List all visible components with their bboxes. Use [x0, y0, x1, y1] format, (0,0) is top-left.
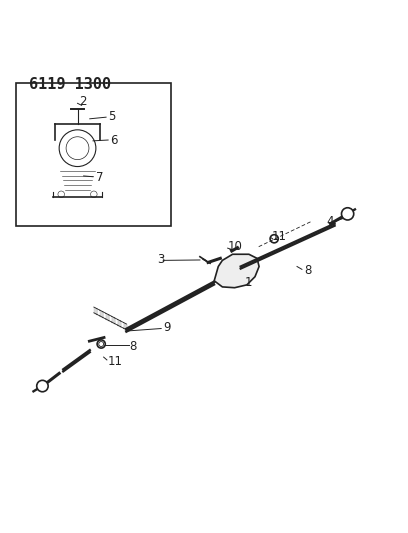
Text: 6: 6	[110, 134, 118, 147]
Circle shape	[341, 208, 354, 220]
Text: 8: 8	[304, 264, 311, 277]
Text: 3: 3	[157, 253, 164, 265]
Circle shape	[37, 381, 48, 392]
Text: 2: 2	[80, 95, 87, 108]
Text: 5: 5	[108, 110, 115, 123]
Text: 9: 9	[163, 321, 171, 334]
Text: 11: 11	[271, 230, 286, 243]
Text: 10: 10	[228, 240, 242, 253]
Text: 11: 11	[108, 354, 123, 368]
Bar	[16, 83, 171, 225]
Text: 7: 7	[96, 171, 103, 184]
Text: 6119 1300: 6119 1300	[29, 77, 111, 92]
Text: 4: 4	[326, 215, 334, 228]
Text: 1: 1	[245, 276, 252, 289]
Polygon shape	[214, 254, 259, 288]
Text: 8: 8	[129, 340, 137, 352]
